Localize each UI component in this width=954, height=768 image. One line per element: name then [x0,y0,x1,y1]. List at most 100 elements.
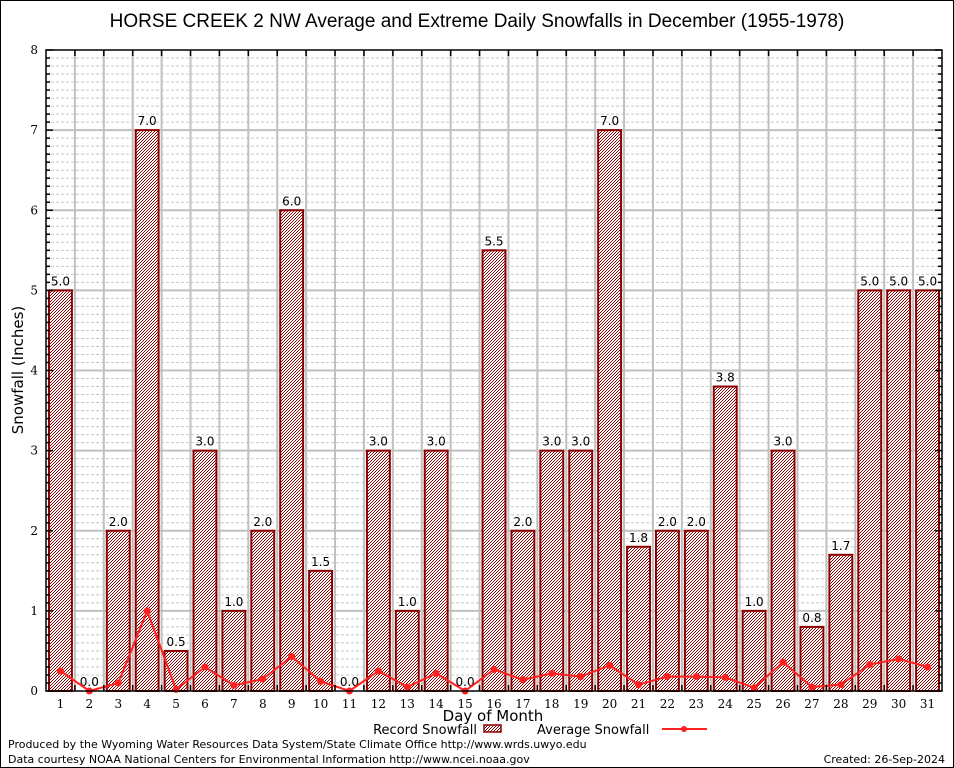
bar-value-label: 3.8 [716,371,735,385]
x-tick-label: 1 [57,697,65,711]
y-tick-label: 7 [30,123,38,137]
x-tick-label: 7 [230,697,238,711]
average-point [924,663,932,671]
x-tick-label: 26 [775,697,790,711]
footer-created: Created: 26-Sep-2024 [824,753,945,766]
average-point [692,673,700,681]
y-axis-title: Snowfall (Inches) [9,306,27,434]
x-tick-label: 3 [114,697,122,711]
legend-record-swatch [483,724,502,733]
average-line [56,607,932,695]
x-tick-label: 14 [429,697,445,711]
x-tick-label: 25 [746,697,761,711]
x-tick-label: 21 [631,697,646,711]
y-tick-label: 0 [30,684,38,698]
record-bar [394,609,420,692]
bar-value-label: 2.0 [109,515,128,529]
record-bar [192,449,218,692]
bar-value-label: 2.0 [513,515,532,529]
average-point [837,681,845,689]
x-axis-title: Day of Month [443,707,544,725]
bar-value-label: 1.5 [311,555,330,569]
footer-produced-by: Produced by the Wyoming Water Resources … [8,738,587,751]
x-tick-label: 29 [862,697,877,711]
x-tick-label: 22 [660,697,675,711]
x-tick-label: 17 [515,697,530,711]
bar-value-label: 2.0 [687,515,706,529]
bar-value-label: 6.0 [282,194,301,208]
x-tick-label: 23 [689,697,704,711]
average-point [519,676,527,684]
bar-value-label: 5.0 [918,274,937,288]
average-point [721,673,729,681]
average-point [779,658,787,666]
bar-value-label: 5.0 [860,274,879,288]
record-bar [886,289,912,692]
bar-labels: 5.0 0.0 2.0 7.0 0.5 3.0 1.0 2.0 6.0 1.5 0.0 3.0 1.0 3… [51,114,937,689]
record-bar [48,289,73,692]
legend: Record Snowfall Average Snowfall [373,723,707,738]
chart-title: HORSE CREEK 2 NW Average and Extreme Dai… [110,11,845,32]
bar-value-label: 3.0 [427,435,446,449]
x-tick-label: 20 [602,697,617,711]
average-point [143,607,151,615]
record-bar [828,553,854,692]
record-bar [539,449,565,692]
average-point [490,665,498,673]
bar-value-label: 7.0 [138,114,157,128]
bar-value-label: 1.7 [831,539,850,553]
record-bar [626,545,651,693]
x-tick-labels: 1 2 3 4 5 6 7 8 9 10 11 12 13 14 15 16 17 18 19 20 21 22 23 24 2… [57,697,936,711]
x-tick-label: 13 [400,697,415,711]
bar-value-label: 2.0 [658,515,677,529]
bar-value-label: 0.0 [340,675,359,689]
average-point [317,677,325,685]
x-tick-label: 19 [573,697,588,711]
bar-value-label: 7.0 [600,114,619,128]
bar-value-label: 3.0 [369,435,388,449]
x-tick-label: 24 [718,697,734,711]
x-tick-label: 27 [804,697,819,711]
record-bar [308,569,334,692]
bar-value-label: 1.0 [745,595,764,609]
average-point [895,655,903,663]
record-bar [597,129,623,692]
record-bar [654,529,680,692]
bar-value-label: 3.0 [571,435,590,449]
bar-value-label: 3.0 [773,435,792,449]
x-tick-label: 16 [486,697,501,711]
bar-value-label: 3.0 [195,435,214,449]
axes [45,49,943,692]
footer-data-courtesy: Data courtesy NOAA National Centers for … [8,753,530,766]
y-tick-label: 4 [30,364,38,378]
average-point [374,667,382,675]
average-point [866,661,874,669]
record-bar [915,289,941,692]
legend-record-label: Record Snowfall [373,723,477,738]
record-bar [568,449,594,692]
y-tick-label: 1 [30,604,38,618]
legend-average-marker [681,726,687,732]
y-tick-label: 2 [30,524,38,538]
bar-value-label: 5.0 [51,274,70,288]
record-bar [683,529,709,692]
bars [48,129,941,693]
bar-value-label: 2.0 [253,515,272,529]
y-tick-label: 8 [30,43,38,57]
bar-value-label: 0.0 [456,675,475,689]
record-bar [510,529,536,692]
average-point [606,661,614,669]
bar-value-label: 1.0 [224,595,243,609]
average-point [172,685,180,693]
x-tick-label: 5 [172,697,180,711]
record-bar [105,529,131,692]
bar-value-label: 0.0 [80,675,99,689]
record-bar [857,289,883,692]
record-bar [423,449,449,692]
legend-average-label: Average Snowfall [537,723,649,738]
record-bar [365,449,391,692]
bar-value-label: 0.5 [167,635,186,649]
x-tick-label: 9 [288,697,296,711]
average-point [808,683,816,691]
